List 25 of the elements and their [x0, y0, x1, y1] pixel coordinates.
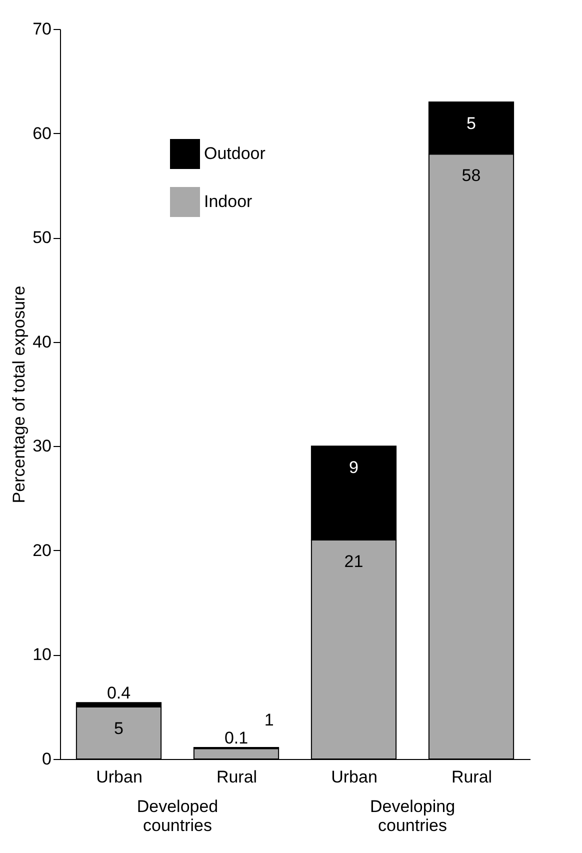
legend-label: Indoor: [204, 192, 253, 211]
data-label: 58: [462, 166, 481, 186]
y-tick-label: 30: [32, 436, 52, 456]
text: Developing countries: [370, 797, 456, 835]
y-tick-label: 70: [32, 20, 52, 38]
data-label: 9: [349, 458, 358, 478]
x-tick-label: Rural: [451, 768, 492, 786]
y-tick-label: 0: [42, 750, 52, 768]
y-tick-label: 40: [32, 332, 52, 352]
text: Developed countries: [136, 797, 218, 835]
data-label: 21: [344, 552, 364, 571]
data-label: 5: [466, 114, 476, 133]
data-label: 5: [114, 718, 124, 738]
x-tick-label: Urban: [96, 768, 142, 786]
x-tick-label: Rural: [216, 768, 258, 786]
data-label: 0.1: [224, 728, 248, 748]
legend-label: Outdoor: [204, 144, 266, 163]
y-tick-label: 20: [32, 540, 52, 560]
data-label: 0.4: [106, 684, 131, 703]
y-axis-title: Percentage of total exposure: [10, 286, 29, 504]
x-tick-label: Urban: [331, 768, 378, 786]
y-tick-label: 10: [32, 645, 52, 664]
y-tick-label: 60: [32, 124, 52, 143]
y-tick-label: 50: [32, 228, 52, 248]
data-label: 1: [264, 710, 274, 730]
